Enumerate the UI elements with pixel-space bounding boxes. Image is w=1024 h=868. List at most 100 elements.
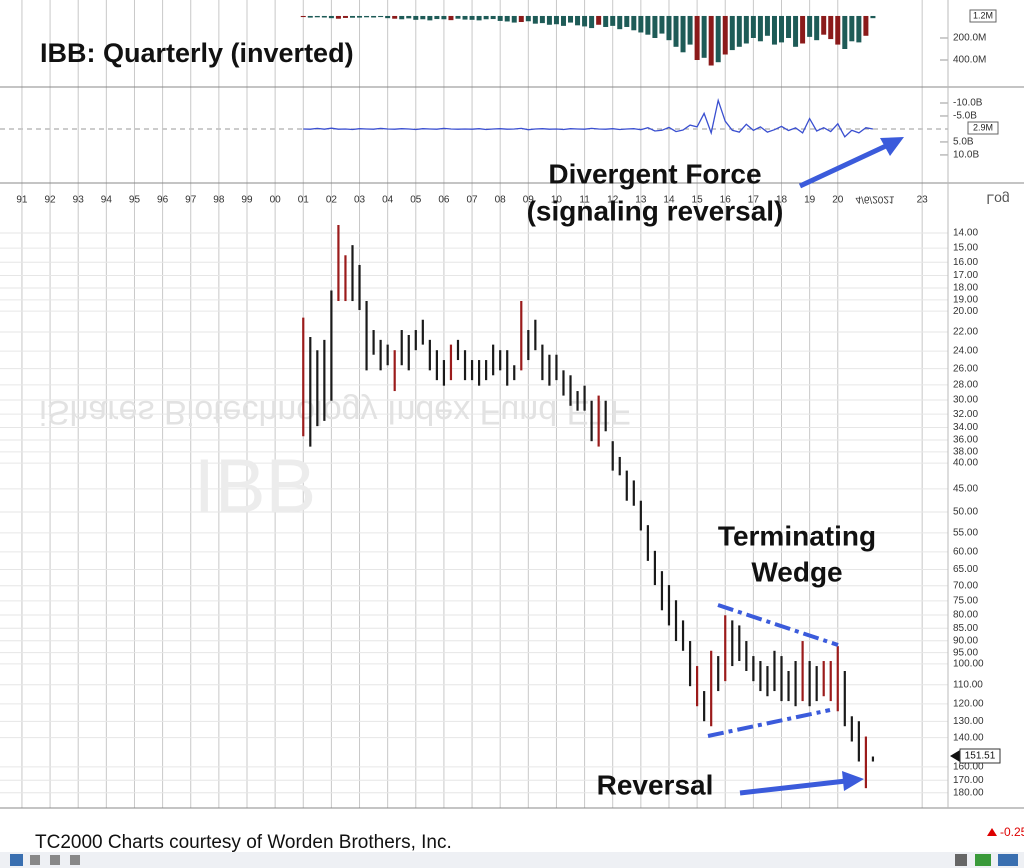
volume-bar xyxy=(680,15,686,53)
volume-bar xyxy=(666,15,672,41)
wedge-line xyxy=(717,603,839,647)
volume-bar xyxy=(589,15,595,29)
volume-bar xyxy=(764,15,770,36)
volume-bar xyxy=(863,15,869,36)
volume-bar xyxy=(539,15,545,24)
x-tick-label: 92 xyxy=(45,195,57,206)
volume-bar xyxy=(321,15,327,18)
date-box xyxy=(852,192,898,206)
volume-bar xyxy=(399,15,405,20)
volume-bar xyxy=(659,15,665,34)
x-tick-label: 12 xyxy=(607,195,619,206)
last-price: 151.51 xyxy=(965,751,996,762)
x-tick-label: 18 xyxy=(776,195,788,206)
y-tick-label: 140.00 xyxy=(953,732,984,743)
y-tick-label: 110.00 xyxy=(953,679,983,690)
volume-bar xyxy=(743,15,749,44)
volume-bar xyxy=(469,15,475,20)
value-box xyxy=(967,121,999,135)
volume-bar xyxy=(603,15,609,27)
annotation: (signaling reversal) xyxy=(527,195,784,226)
arrow xyxy=(798,142,890,189)
volume-bar xyxy=(518,15,524,23)
y-tick-label: 20.00 xyxy=(953,306,978,317)
volume-bar xyxy=(638,15,644,33)
volume-bar xyxy=(624,15,630,27)
toolbar-button[interactable] xyxy=(30,855,40,865)
annotation: Reversal xyxy=(597,769,714,800)
volume-bar xyxy=(328,15,334,19)
arrow-head xyxy=(880,137,904,156)
oscillator-line xyxy=(303,97,874,138)
y-tick-label: 36.00 xyxy=(953,435,978,446)
volume-bar xyxy=(546,15,552,25)
y-tick-label: 17.00 xyxy=(953,270,978,281)
y-tick-label: 80.00 xyxy=(953,610,978,621)
volume-bar xyxy=(349,15,355,18)
volume-bar xyxy=(364,15,370,18)
volume-bar xyxy=(427,15,433,21)
toolbar-button[interactable] xyxy=(955,854,967,866)
x-tick-label: 01 xyxy=(298,195,310,206)
toolbar-button[interactable] xyxy=(50,855,60,865)
toolbar-button[interactable] xyxy=(998,854,1018,866)
y-tick-label: 32.00 xyxy=(953,409,978,420)
x-tick-label: 16 xyxy=(720,195,732,206)
y-tick-label: 130.00 xyxy=(953,716,984,727)
grid-layer: 200.0M400.0M-10.0B-5.0B5.0B10.0B90919293… xyxy=(0,0,986,808)
toolbar-button[interactable] xyxy=(975,854,991,866)
toolbar-button[interactable] xyxy=(10,854,23,866)
volume-bar xyxy=(462,15,468,20)
x-tick-label: 08 xyxy=(495,195,507,206)
value-box xyxy=(959,748,1001,764)
volume-bar xyxy=(504,15,510,22)
y-tick-label: 10.0B xyxy=(953,150,979,161)
y-tick-label: -5.0B xyxy=(953,111,977,122)
y-tick-label: 55.00 xyxy=(953,528,978,539)
volume-bar xyxy=(357,15,363,18)
volume-bar xyxy=(314,15,320,18)
volume-bar xyxy=(793,15,799,47)
volume-bar xyxy=(392,15,398,19)
volume-bar xyxy=(582,15,588,27)
volume-bar xyxy=(687,15,693,45)
y-tick-label: 28.00 xyxy=(953,380,978,391)
y-tick-label: 5.0B xyxy=(953,137,974,148)
x-tick-label: 05 xyxy=(410,195,422,206)
volume-bar xyxy=(532,15,538,24)
annotation: Wedge xyxy=(751,556,842,587)
volume-bar xyxy=(814,15,820,41)
toolbar-button[interactable] xyxy=(70,855,80,865)
date-label: 4/6/2021 xyxy=(856,193,895,204)
volume-bar xyxy=(420,15,426,20)
y-tick-label: 170.00 xyxy=(953,775,984,786)
y-tick-label: 90.00 xyxy=(953,635,978,646)
x-tick-label: 14 xyxy=(663,195,675,206)
volume-bar xyxy=(828,15,834,40)
wedge-line xyxy=(707,708,831,738)
scale-label: Log xyxy=(986,191,1009,207)
footer: TC2000 Charts courtesy of Worden Brother… xyxy=(35,832,452,853)
x-tick-label: 13 xyxy=(635,195,647,206)
volume-bar xyxy=(553,15,559,25)
y-tick-label: 200.0M xyxy=(953,33,986,44)
volume-bar xyxy=(694,15,700,61)
volume-bar xyxy=(371,15,377,18)
volume-bar xyxy=(729,15,735,51)
y-tick-label: 16.00 xyxy=(953,257,978,268)
arrow xyxy=(739,778,847,796)
volume-bar xyxy=(490,15,496,20)
volume-bar xyxy=(575,15,581,26)
volume-bar xyxy=(406,15,412,19)
annotation: Divergent Force xyxy=(548,158,761,189)
x-tick-label: 98 xyxy=(213,195,225,206)
x-tick-label: 06 xyxy=(438,195,450,206)
y-tick-label: 14.00 xyxy=(953,228,978,239)
x-tick-label: 20 xyxy=(832,195,844,206)
volume-bar xyxy=(786,15,792,38)
x-tick-label: 91 xyxy=(16,195,28,206)
volume-bar xyxy=(701,15,707,58)
y-tick-label: 34.00 xyxy=(953,422,978,433)
